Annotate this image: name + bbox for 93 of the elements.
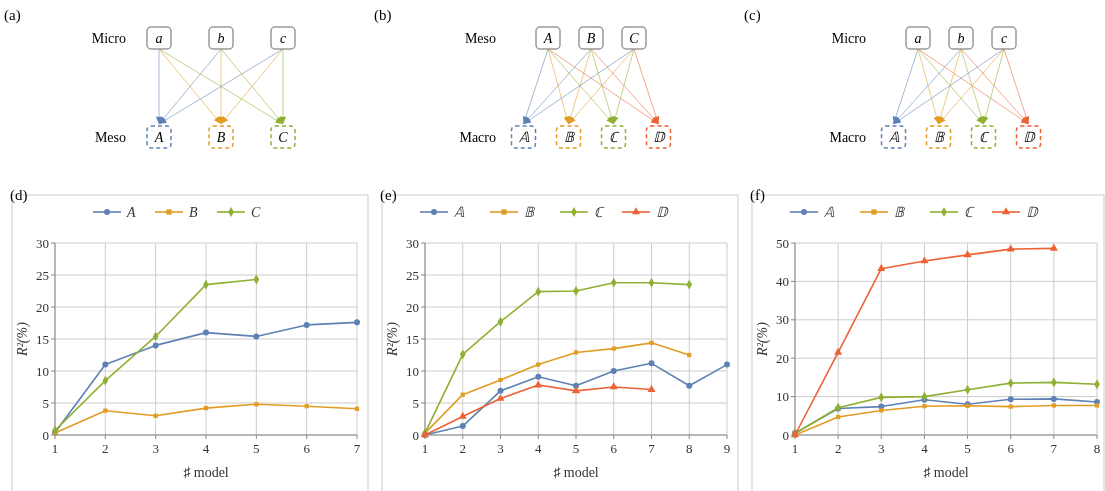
text: Meso (464, 31, 496, 46)
y-tick-label: 30 (406, 235, 419, 251)
x-tick-label: 8 (1093, 441, 1101, 456)
chart-title: (e) (380, 187, 397, 204)
y-tick-label: 10 (776, 389, 789, 405)
y-tick-label: 30 (36, 235, 49, 251)
x-tick-label: 4 (921, 441, 929, 456)
y-tick-label: 0 (42, 427, 49, 443)
x-tick-label: 2 (459, 441, 466, 456)
text: C (629, 31, 640, 46)
x-tick-label: 3 (878, 441, 885, 456)
y-tick-label: 20 (36, 299, 49, 315)
text: a (914, 31, 922, 46)
text: Meso (94, 130, 126, 145)
text: 𝔸 (888, 130, 900, 145)
text: 𝔹 (933, 130, 946, 145)
text: b (957, 31, 965, 46)
y-tick-label: 0 (412, 427, 419, 443)
text: b (217, 31, 225, 46)
x-tick-label: 1 (791, 441, 799, 456)
x-tick-label: 6 (303, 441, 311, 456)
y-axis-title: R²(%) (385, 321, 401, 357)
y-tick-label: 15 (36, 331, 49, 347)
legend-label: ℂ (964, 205, 975, 220)
y-axis-title: R²(%) (15, 321, 31, 357)
text: Macro (459, 130, 496, 145)
x-tick-label: 6 (610, 441, 618, 456)
x-tick-label: 1 (51, 441, 59, 456)
text: Micro (91, 31, 126, 46)
text: c (279, 31, 287, 46)
x-tick-label: 2 (834, 441, 842, 456)
legend-label: ℂ (594, 205, 605, 220)
text: C (278, 130, 289, 145)
legend-label: 𝔹 (524, 205, 536, 220)
y-axis-title: R²(%) (755, 321, 771, 357)
y-tick-label: 25 (406, 267, 419, 283)
x-tick-label: 7 (648, 441, 656, 456)
text: Macro (829, 130, 866, 145)
y-tick-label: 20 (776, 350, 789, 366)
legend-label: 𝔻 (656, 205, 669, 220)
x-axis-title: ♯ model (183, 465, 229, 480)
chart-title: (d) (10, 187, 28, 204)
y-tick-label: 50 (776, 235, 789, 251)
y-tick-label: 40 (776, 273, 789, 289)
legend-label: A (126, 205, 136, 220)
y-tick-label: 0 (782, 427, 789, 443)
x-tick-label: 3 (152, 441, 159, 456)
text: (a) (4, 7, 21, 24)
x-tick-label: 5 (964, 441, 971, 456)
x-tick-label: 4 (535, 441, 542, 456)
x-tick-label: 6 (1007, 441, 1015, 456)
x-tick-label: 5 (253, 441, 260, 456)
legend-label: 𝔸 (454, 205, 465, 220)
text: ℂ (979, 130, 990, 145)
y-tick-label: 5 (412, 395, 419, 411)
text: 𝔻 (1023, 130, 1036, 145)
text: A (153, 130, 164, 145)
text: 𝔸 (518, 130, 530, 145)
legend-label: B (189, 205, 198, 220)
x-tick-label: 4 (202, 441, 210, 456)
y-tick-label: 10 (36, 363, 49, 379)
text: (c) (744, 7, 761, 24)
text: 𝔻 (653, 130, 666, 145)
y-tick-label: 20 (406, 299, 419, 315)
text: (b) (374, 7, 392, 24)
legend-label: 𝔸 (824, 205, 835, 220)
text: c (1000, 31, 1008, 46)
text: ℂ (609, 130, 620, 145)
y-tick-label: 30 (776, 312, 789, 328)
x-axis-title: ♯ model (923, 465, 969, 480)
legend-label: 𝔻 (1026, 205, 1039, 220)
legend-label: C (251, 205, 261, 220)
text: B (216, 130, 226, 145)
y-tick-label: 10 (406, 363, 419, 379)
x-tick-label: 7 (353, 441, 361, 456)
x-tick-label: 5 (572, 441, 580, 456)
text: 𝔹 (563, 130, 576, 145)
y-tick-label: 15 (406, 331, 419, 347)
x-tick-label: 3 (497, 441, 504, 456)
x-axis-title: ♯ model (553, 465, 599, 480)
text: A (542, 31, 553, 46)
x-tick-label: 9 (723, 441, 731, 456)
text: Micro (831, 31, 866, 46)
x-tick-label: 2 (102, 441, 109, 456)
x-tick-label: 8 (686, 441, 693, 456)
chart-title: (f) (750, 187, 765, 204)
x-tick-label: 7 (1050, 441, 1058, 456)
x-tick-label: 1 (421, 441, 429, 456)
y-tick-label: 25 (36, 267, 49, 283)
text: B (586, 31, 596, 46)
legend-label: 𝔹 (894, 205, 906, 220)
text: a (155, 31, 163, 46)
y-tick-label: 5 (42, 395, 49, 411)
